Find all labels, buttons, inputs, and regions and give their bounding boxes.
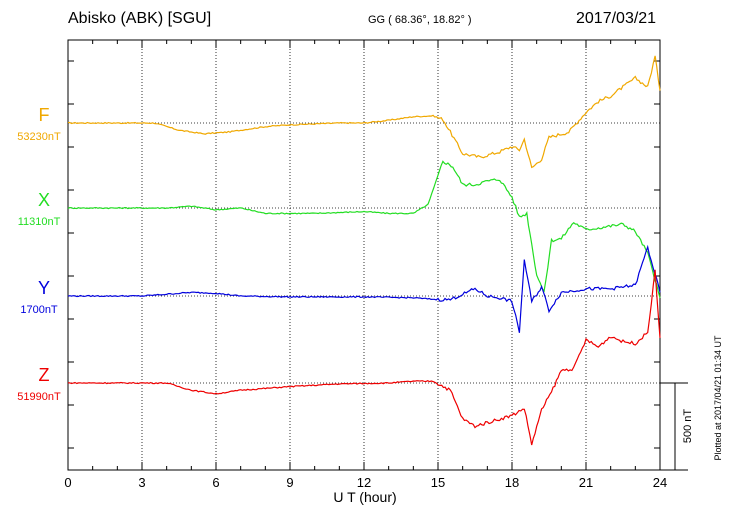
plot-date: 2017/03/21 bbox=[576, 10, 657, 27]
x-tick-label: 6 bbox=[212, 475, 219, 490]
series-line-f bbox=[67, 55, 661, 169]
x-tick-label: 18 bbox=[505, 475, 519, 490]
component-baseline-f: 53230nT bbox=[17, 131, 61, 143]
plotted-timestamp-note: Plotted at 2017/04/21 01:34 UT bbox=[713, 335, 723, 461]
x-tick-label: 12 bbox=[357, 475, 371, 490]
geographic-coordinates: GG ( 68.36°, 18.82° ) bbox=[368, 14, 472, 26]
component-letter-y: Y bbox=[37, 278, 50, 298]
series-line-z bbox=[67, 269, 661, 446]
component-baseline-x: 11310nT bbox=[17, 216, 61, 228]
plot-frame bbox=[67, 39, 661, 471]
component-baseline-z: 51990nT bbox=[17, 391, 61, 403]
x-tick-label: 9 bbox=[286, 475, 293, 490]
component-letter-f: F bbox=[38, 105, 50, 125]
component-letter-z: Z bbox=[38, 365, 50, 385]
scale-bar-label: 500 nT bbox=[682, 408, 694, 444]
series-line-x bbox=[67, 160, 661, 299]
x-tick-label: 15 bbox=[431, 475, 445, 490]
x-tick-label: 24 bbox=[653, 475, 667, 490]
x-axis-label: U T (hour) bbox=[333, 489, 397, 505]
x-tick-label: 3 bbox=[138, 475, 145, 490]
x-tick-label: 21 bbox=[579, 475, 593, 490]
component-baseline-y: 1700nT bbox=[20, 304, 58, 316]
component-letter-x: X bbox=[37, 190, 50, 210]
x-tick-label: 0 bbox=[64, 475, 71, 490]
series-line-y bbox=[67, 244, 661, 333]
station-title: Abisko (ABK) [SGU] bbox=[68, 10, 212, 27]
